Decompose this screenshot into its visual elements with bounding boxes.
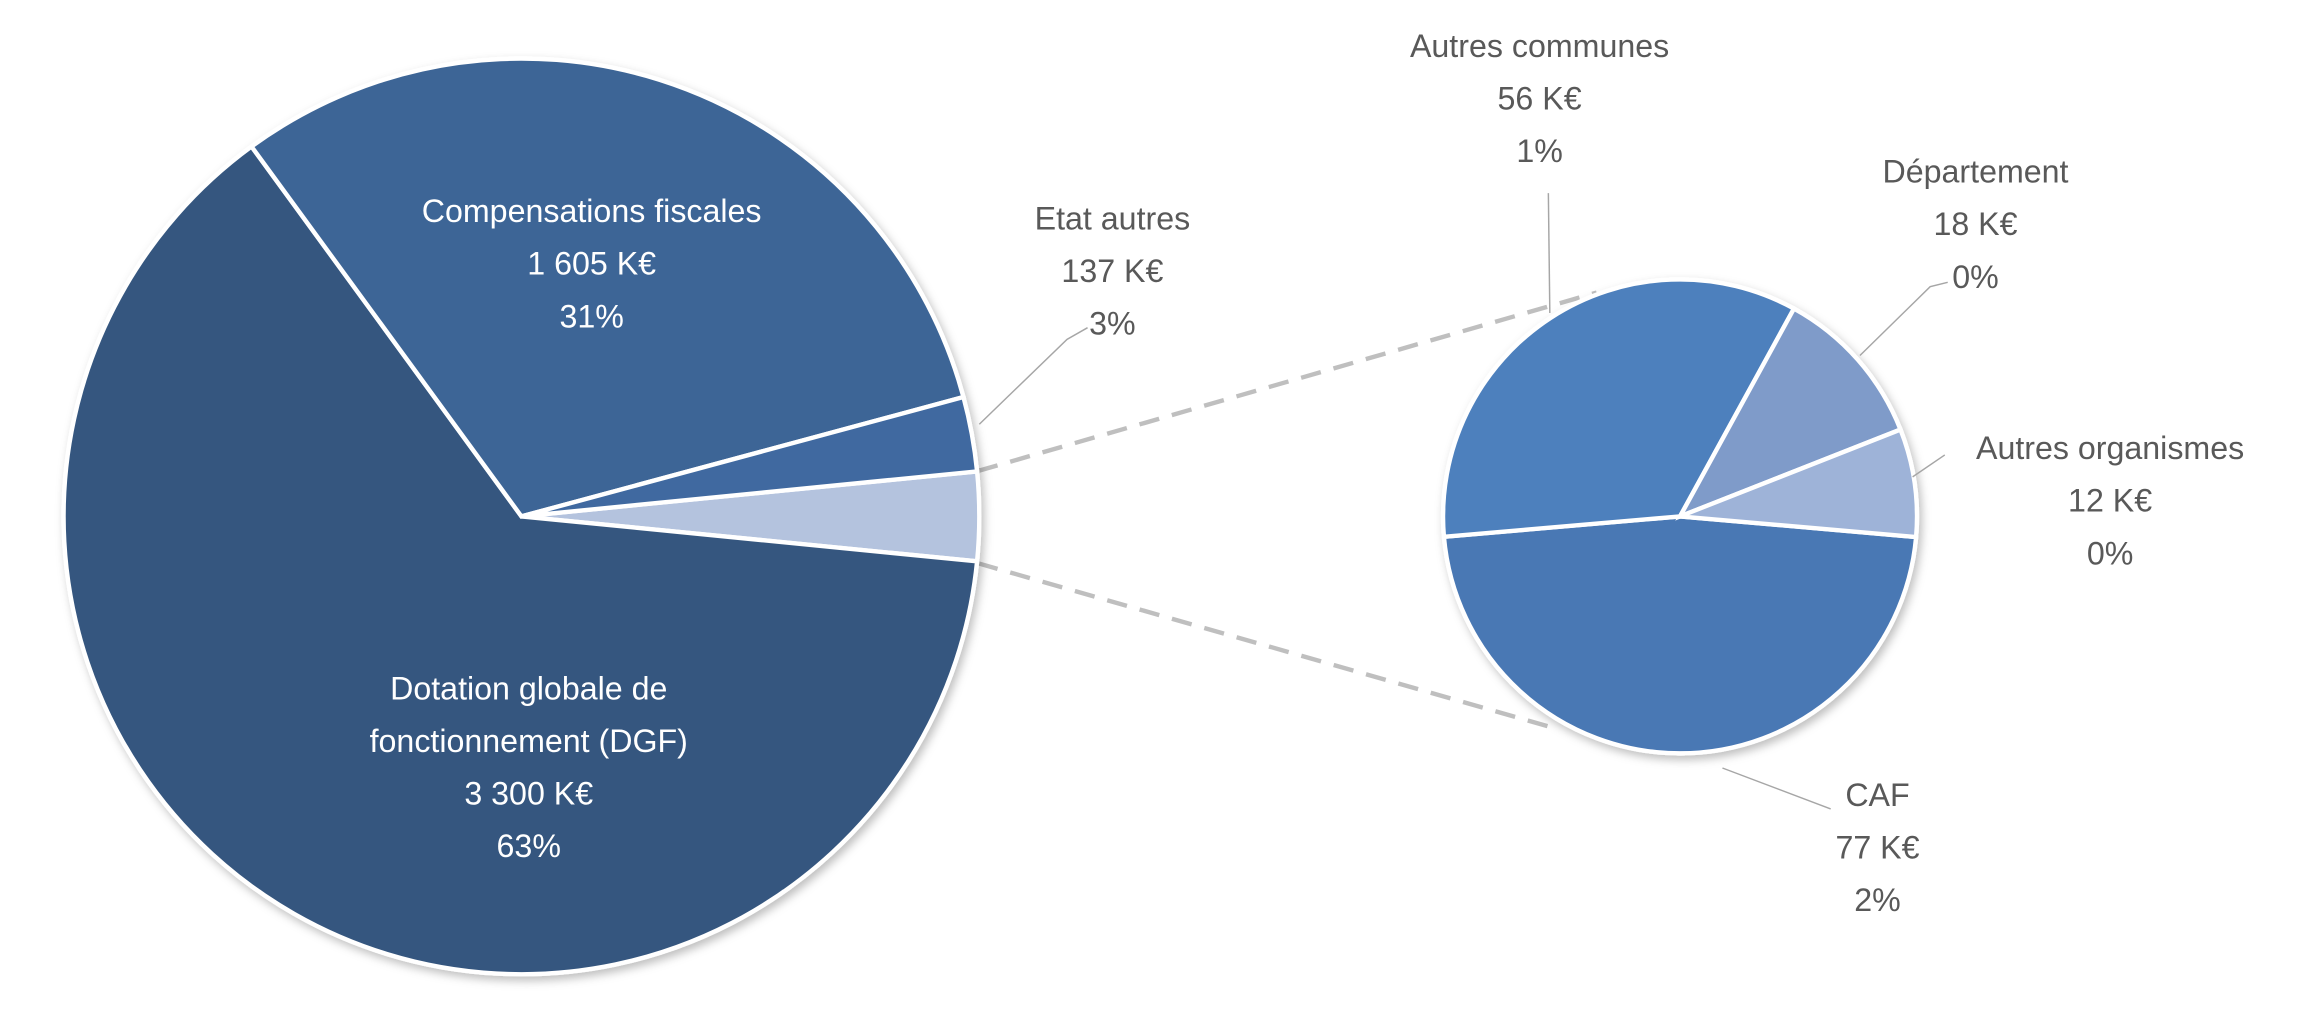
percent-label: 63% [497, 828, 561, 864]
value-label: 3 300 K€ [464, 775, 593, 811]
labels: Dotation globale de fonctionnement (DGF) 3… [370, 28, 2245, 918]
category-label: Autres organismes [1976, 430, 2244, 466]
pie-slice [1679, 426, 1920, 540]
value-label: 1 605 K€ [527, 246, 656, 282]
pie-slice [1675, 305, 1904, 521]
leader-line [1912, 454, 1946, 478]
pie-slice [1441, 514, 1919, 756]
category-label: Etat autres [1035, 200, 1191, 236]
category-label: Dotation globale de fonctionnement (DGF) [370, 670, 688, 759]
percent-label: 0% [2087, 535, 2134, 571]
category-label: Autres communes [1410, 28, 1669, 64]
pie-slice [248, 56, 967, 519]
percent-label: 2% [1854, 882, 1901, 918]
percent-label: 0% [1952, 259, 1999, 295]
leader-line [1722, 767, 1831, 810]
value-label: 18 K€ [1933, 206, 2017, 242]
value-label: 77 K€ [1835, 829, 1919, 865]
pie-slice [1440, 277, 1797, 540]
category-label: Département [1883, 154, 2069, 190]
pie-slice [520, 394, 980, 519]
leader-line [1547, 193, 1551, 314]
category-label: CAF [1845, 777, 1909, 813]
pie-slice [61, 143, 980, 977]
leader-line [978, 327, 1088, 425]
percent-label: 3% [1089, 306, 1136, 342]
value-label: 12 K€ [2068, 483, 2152, 519]
percent-label: 1% [1516, 133, 1563, 169]
category-label: Compensations fiscales [422, 193, 762, 229]
connector-line [977, 290, 1598, 474]
pies [61, 56, 1920, 977]
value-label: 137 K€ [1061, 253, 1163, 289]
value-label: 56 K€ [1498, 80, 1582, 116]
leader-line [1859, 281, 1948, 356]
percent-label: 31% [559, 298, 623, 334]
